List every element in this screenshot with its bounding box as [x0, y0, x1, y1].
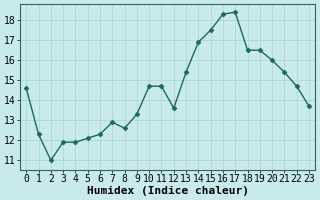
- X-axis label: Humidex (Indice chaleur): Humidex (Indice chaleur): [87, 186, 249, 196]
